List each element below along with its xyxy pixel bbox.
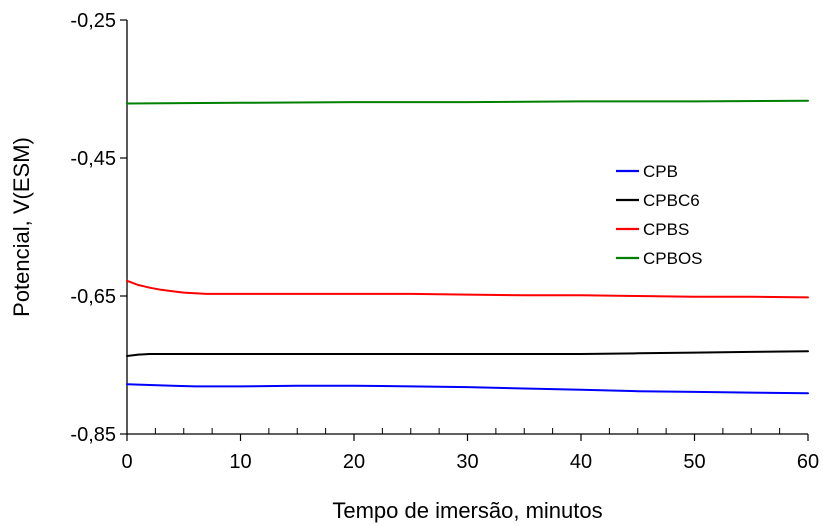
- y-tick-label: -0,65: [70, 286, 116, 308]
- plot-area: 0 10 20 30 40 50 60 -0,25 -0,45 -0,65 -0,85: [70, 10, 819, 473]
- x-tick-label: 10: [229, 451, 251, 473]
- legend-entry-cpbos: CPBOS: [616, 249, 703, 268]
- legend: CPB CPBC6 CPBS CPBOS: [616, 162, 703, 268]
- y-tick-label: -0,85: [70, 424, 116, 446]
- series-line-cpbc6: [126, 350, 809, 357]
- y-tick-label: -0,45: [70, 148, 116, 170]
- series-line-cpbs: [126, 279, 809, 299]
- x-tick-label: 0: [121, 451, 132, 473]
- series-lines: [126, 99, 809, 395]
- legend-entry-cpb: CPB: [616, 162, 678, 181]
- legend-label-cpbos: CPBOS: [643, 249, 703, 268]
- legend-entry-cpbs: CPBS: [616, 220, 689, 239]
- x-axis-ticks: 0 10 20 30 40 50 60: [121, 428, 819, 473]
- series-line-cpb: [126, 383, 809, 395]
- y-tick-label: -0,25: [70, 10, 116, 32]
- x-tick-label: 50: [683, 451, 705, 473]
- legend-label-cpbs: CPBS: [643, 220, 689, 239]
- x-tick-label: 30: [456, 451, 478, 473]
- x-axis-title: Tempo de imersão, minutos: [332, 498, 602, 523]
- x-tick-label: 60: [797, 451, 819, 473]
- x-tick-label: 20: [343, 451, 365, 473]
- x-tick-label: 40: [570, 451, 592, 473]
- legend-label-cpb: CPB: [643, 162, 678, 181]
- legend-entry-cpbc6: CPBC6: [616, 191, 700, 210]
- y-axis-ticks: -0,25 -0,45 -0,65 -0,85: [70, 10, 127, 446]
- series-line-cpbos: [126, 99, 809, 105]
- legend-label-cpbc6: CPBC6: [643, 191, 700, 210]
- y-axis-title: Potencial, V(ESM): [9, 137, 34, 317]
